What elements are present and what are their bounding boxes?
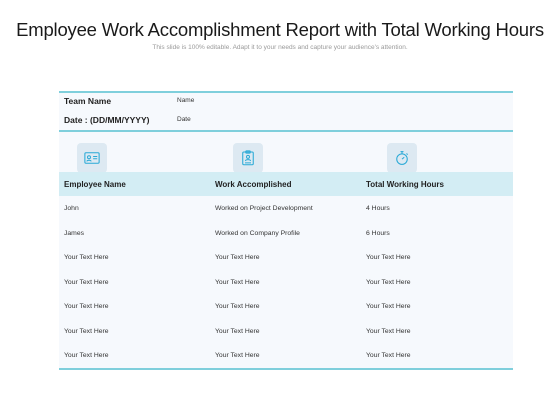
stopwatch-icon [396, 151, 408, 165]
table-row: Your Text Here Your Text Here Your Text … [59, 320, 513, 345]
work-accomplished-cell[interactable]: Your Text Here [215, 327, 260, 335]
employee-name-cell[interactable]: Your Text Here [64, 254, 109, 261]
stopwatch-icon-tile [387, 143, 417, 173]
top-rule [59, 91, 513, 93]
report-panel [59, 91, 513, 370]
team-name-label: Team Name [64, 96, 112, 106]
employee-name-cell[interactable]: Your Text Here [64, 352, 109, 359]
employee-name-cell[interactable]: Your Text Here [64, 303, 109, 310]
meta-rule [59, 130, 513, 132]
work-accomplished-cell[interactable]: Worked on Company Profile [215, 229, 300, 237]
team-name-row: Team Name Name [59, 93, 513, 111]
work-accomplished-cell[interactable]: Your Text Here [215, 352, 260, 359]
page-title: Employee Work Accomplishment Report with… [16, 19, 544, 40]
work-accomplished-cell[interactable]: Your Text Here [215, 278, 260, 286]
table-row: John Worked on Project Development 4 Hou… [59, 197, 513, 222]
work-accomplished-cell[interactable]: Worked on Project Development [215, 205, 313, 212]
table-row: Your Text Here Your Text Here Your Text … [59, 271, 513, 296]
work-accomplished-cell[interactable]: Your Text Here [215, 303, 260, 310]
employee-name-cell[interactable]: Your Text Here [64, 327, 109, 335]
working-hours-cell[interactable]: Your Text Here [366, 278, 411, 286]
working-hours-cell[interactable]: Your Text Here [366, 352, 411, 359]
table-row: Your Text Here Your Text Here Your Text … [59, 295, 513, 320]
clipboard-icon-tile [233, 143, 263, 173]
table-row: Your Text Here Your Text Here Your Text … [59, 246, 513, 271]
working-hours-cell[interactable]: Your Text Here [366, 327, 411, 335]
employee-name-cell[interactable]: James [64, 229, 85, 237]
working-hours-cell[interactable]: 6 Hours [366, 229, 390, 237]
id-card-icon [84, 152, 100, 164]
bottom-rule [59, 368, 513, 370]
table-row: James Worked on Company Profile 6 Hours [59, 222, 513, 247]
working-hours-cell[interactable]: Your Text Here [366, 254, 411, 261]
id-card-icon-tile [77, 143, 107, 173]
employee-name-cell[interactable]: Your Text Here [64, 278, 109, 286]
page-subtitle: This slide is 100% editable. Adapt it to… [152, 44, 408, 51]
header-total-working-hours: Total Working Hours [366, 180, 444, 189]
table-header: Employee Name Work Accomplished Total Wo… [59, 172, 513, 196]
working-hours-cell[interactable]: Your Text Here [366, 303, 411, 310]
header-work-accomplished: Work Accomplished [215, 180, 292, 189]
work-accomplished-cell[interactable]: Your Text Here [215, 254, 260, 261]
working-hours-cell[interactable]: 4 Hours [366, 205, 390, 212]
employee-name-cell[interactable]: John [64, 205, 79, 212]
clipboard-icon [242, 150, 254, 166]
date-value[interactable]: Date [177, 116, 191, 123]
date-label: Date : (DD/MM/YYYY) [64, 115, 150, 125]
team-name-value[interactable]: Name [177, 97, 195, 104]
header-employee-name: Employee Name [64, 180, 126, 189]
table-row: Your Text Here Your Text Here Your Text … [59, 344, 513, 369]
date-row: Date : (DD/MM/YYYY) Date [59, 112, 513, 130]
